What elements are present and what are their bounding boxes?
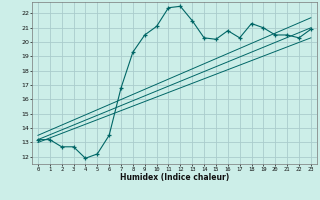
- X-axis label: Humidex (Indice chaleur): Humidex (Indice chaleur): [120, 173, 229, 182]
